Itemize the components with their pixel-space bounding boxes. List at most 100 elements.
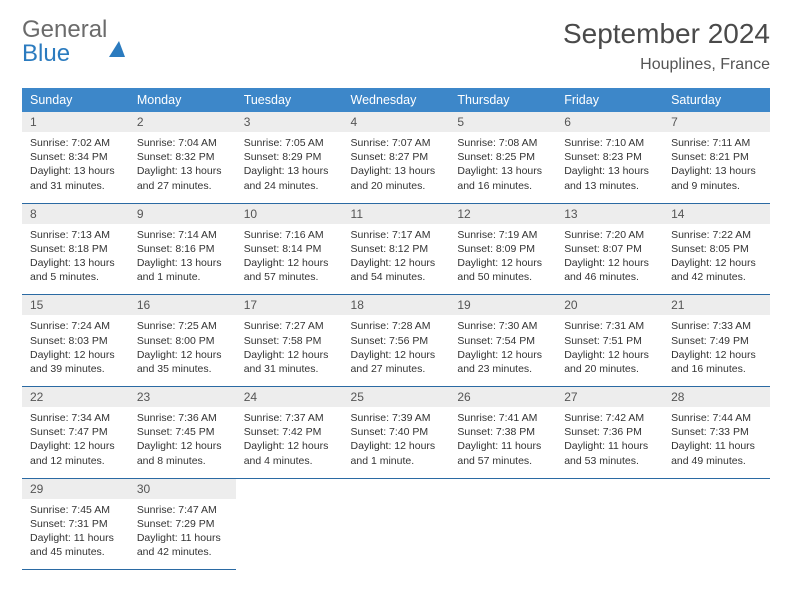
daylight-line: Daylight: 11 hours and 57 minutes. — [457, 439, 548, 467]
calendar-cell — [343, 478, 450, 570]
day-number: 28 — [663, 387, 770, 407]
logo-triangle-icon — [109, 24, 125, 57]
day-number: 17 — [236, 295, 343, 315]
daylight-line: Daylight: 12 hours and 42 minutes. — [671, 256, 762, 284]
sunrise-line: Sunrise: 7:04 AM — [137, 136, 228, 150]
sunset-line: Sunset: 7:58 PM — [244, 334, 335, 348]
col-wednesday: Wednesday — [343, 88, 450, 112]
sunset-line: Sunset: 8:32 PM — [137, 150, 228, 164]
daylight-line: Daylight: 12 hours and 46 minutes. — [564, 256, 655, 284]
cell-body: Sunrise: 7:36 AMSunset: 7:45 PMDaylight:… — [129, 407, 236, 478]
calendar-cell: 21Sunrise: 7:33 AMSunset: 7:49 PMDayligh… — [663, 295, 770, 387]
cell-body: Sunrise: 7:37 AMSunset: 7:42 PMDaylight:… — [236, 407, 343, 478]
calendar-cell: 1Sunrise: 7:02 AMSunset: 8:34 PMDaylight… — [22, 112, 129, 203]
day-number: 16 — [129, 295, 236, 315]
cell-body: Sunrise: 7:34 AMSunset: 7:47 PMDaylight:… — [22, 407, 129, 478]
month-title: September 2024 — [563, 18, 770, 50]
daylight-line: Daylight: 13 hours and 1 minute. — [137, 256, 228, 284]
sunset-line: Sunset: 8:25 PM — [457, 150, 548, 164]
calendar-cell: 11Sunrise: 7:17 AMSunset: 8:12 PMDayligh… — [343, 203, 450, 295]
sunrise-line: Sunrise: 7:17 AM — [351, 228, 442, 242]
daylight-line: Daylight: 12 hours and 50 minutes. — [457, 256, 548, 284]
cell-body: Sunrise: 7:13 AMSunset: 8:18 PMDaylight:… — [22, 224, 129, 295]
calendar-cell — [556, 478, 663, 570]
day-number: 9 — [129, 204, 236, 224]
sunset-line: Sunset: 8:00 PM — [137, 334, 228, 348]
sunset-line: Sunset: 8:27 PM — [351, 150, 442, 164]
sunset-line: Sunset: 8:29 PM — [244, 150, 335, 164]
day-number: 12 — [449, 204, 556, 224]
day-number: 24 — [236, 387, 343, 407]
sunrise-line: Sunrise: 7:14 AM — [137, 228, 228, 242]
calendar-cell: 22Sunrise: 7:34 AMSunset: 7:47 PMDayligh… — [22, 387, 129, 479]
day-number: 8 — [22, 204, 129, 224]
day-number: 18 — [343, 295, 450, 315]
calendar-cell: 20Sunrise: 7:31 AMSunset: 7:51 PMDayligh… — [556, 295, 663, 387]
calendar-cell — [236, 478, 343, 570]
day-number: 15 — [22, 295, 129, 315]
calendar-cell: 9 Sunrise: 7:14 AMSunset: 8:16 PMDaylight… — [129, 203, 236, 295]
calendar-cell: 23Sunrise: 7:36 AMSunset: 7:45 PMDayligh… — [129, 387, 236, 479]
daylight-line: Daylight: 12 hours and 39 minutes. — [30, 348, 121, 376]
logo-text-general: General — [22, 16, 107, 43]
calendar-cell: 8Sunrise: 7:13 AMSunset: 8:18 PMDaylight… — [22, 203, 129, 295]
sunrise-line: Sunrise: 7:25 AM — [137, 319, 228, 333]
cell-body: Sunrise: 7:27 AMSunset: 7:58 PMDaylight:… — [236, 315, 343, 386]
calendar-cell — [663, 478, 770, 570]
day-number: 7 — [663, 112, 770, 132]
day-number: 21 — [663, 295, 770, 315]
sunrise-line: Sunrise: 7:30 AM — [457, 319, 548, 333]
calendar-cell — [449, 478, 556, 570]
cell-body: Sunrise: 7:11 AMSunset: 8:21 PMDaylight:… — [663, 132, 770, 203]
cell-body: Sunrise: 7:31 AMSunset: 7:51 PMDaylight:… — [556, 315, 663, 386]
sunset-line: Sunset: 8:18 PM — [30, 242, 121, 256]
cell-body: Sunrise: 7:44 AMSunset: 7:33 PMDaylight:… — [663, 407, 770, 478]
calendar-cell: 29Sunrise: 7:45 AMSunset: 7:31 PMDayligh… — [22, 478, 129, 570]
sunrise-line: Sunrise: 7:02 AM — [30, 136, 121, 150]
col-sunday: Sunday — [22, 88, 129, 112]
daylight-line: Daylight: 11 hours and 42 minutes. — [137, 531, 228, 559]
calendar-row: 8Sunrise: 7:13 AMSunset: 8:18 PMDaylight… — [22, 203, 770, 295]
sunrise-line: Sunrise: 7:37 AM — [244, 411, 335, 425]
sunset-line: Sunset: 8:16 PM — [137, 242, 228, 256]
calendar-cell: 26Sunrise: 7:41 AMSunset: 7:38 PMDayligh… — [449, 387, 556, 479]
daylight-line: Daylight: 12 hours and 23 minutes. — [457, 348, 548, 376]
day-number: 13 — [556, 204, 663, 224]
calendar-cell: 18Sunrise: 7:28 AMSunset: 7:56 PMDayligh… — [343, 295, 450, 387]
daylight-line: Daylight: 13 hours and 9 minutes. — [671, 164, 762, 192]
calendar-row: 15Sunrise: 7:24 AMSunset: 8:03 PMDayligh… — [22, 295, 770, 387]
day-number: 4 — [343, 112, 450, 132]
sunset-line: Sunset: 8:21 PM — [671, 150, 762, 164]
sunset-line: Sunset: 7:54 PM — [457, 334, 548, 348]
sunrise-line: Sunrise: 7:16 AM — [244, 228, 335, 242]
sunrise-line: Sunrise: 7:33 AM — [671, 319, 762, 333]
calendar-cell: 24Sunrise: 7:37 AMSunset: 7:42 PMDayligh… — [236, 387, 343, 479]
calendar-cell: 2Sunrise: 7:04 AMSunset: 8:32 PMDaylight… — [129, 112, 236, 203]
sunrise-line: Sunrise: 7:34 AM — [30, 411, 121, 425]
sunrise-line: Sunrise: 7:27 AM — [244, 319, 335, 333]
sunrise-line: Sunrise: 7:36 AM — [137, 411, 228, 425]
sunrise-line: Sunrise: 7:24 AM — [30, 319, 121, 333]
day-number: 3 — [236, 112, 343, 132]
daylight-line: Daylight: 12 hours and 57 minutes. — [244, 256, 335, 284]
cell-body: Sunrise: 7:30 AMSunset: 7:54 PMDaylight:… — [449, 315, 556, 386]
sunset-line: Sunset: 7:42 PM — [244, 425, 335, 439]
sunrise-line: Sunrise: 7:05 AM — [244, 136, 335, 150]
sunset-line: Sunset: 8:07 PM — [564, 242, 655, 256]
cell-body: Sunrise: 7:07 AMSunset: 8:27 PMDaylight:… — [343, 132, 450, 203]
sunset-line: Sunset: 7:36 PM — [564, 425, 655, 439]
calendar-table: Sunday Monday Tuesday Wednesday Thursday… — [22, 88, 770, 570]
sunset-line: Sunset: 7:51 PM — [564, 334, 655, 348]
col-friday: Friday — [556, 88, 663, 112]
cell-body: Sunrise: 7:22 AMSunset: 8:05 PMDaylight:… — [663, 224, 770, 295]
cell-body: Sunrise: 7:17 AMSunset: 8:12 PMDaylight:… — [343, 224, 450, 295]
cell-body: Sunrise: 7:20 AMSunset: 8:07 PMDaylight:… — [556, 224, 663, 295]
sunset-line: Sunset: 8:09 PM — [457, 242, 548, 256]
daylight-line: Daylight: 12 hours and 54 minutes. — [351, 256, 442, 284]
col-tuesday: Tuesday — [236, 88, 343, 112]
logo-text-blue: Blue — [22, 40, 70, 67]
day-number: 2 — [129, 112, 236, 132]
cell-body: Sunrise: 7:45 AMSunset: 7:31 PMDaylight:… — [22, 499, 129, 570]
sunset-line: Sunset: 7:40 PM — [351, 425, 442, 439]
cell-body: Sunrise: 7:05 AMSunset: 8:29 PMDaylight:… — [236, 132, 343, 203]
